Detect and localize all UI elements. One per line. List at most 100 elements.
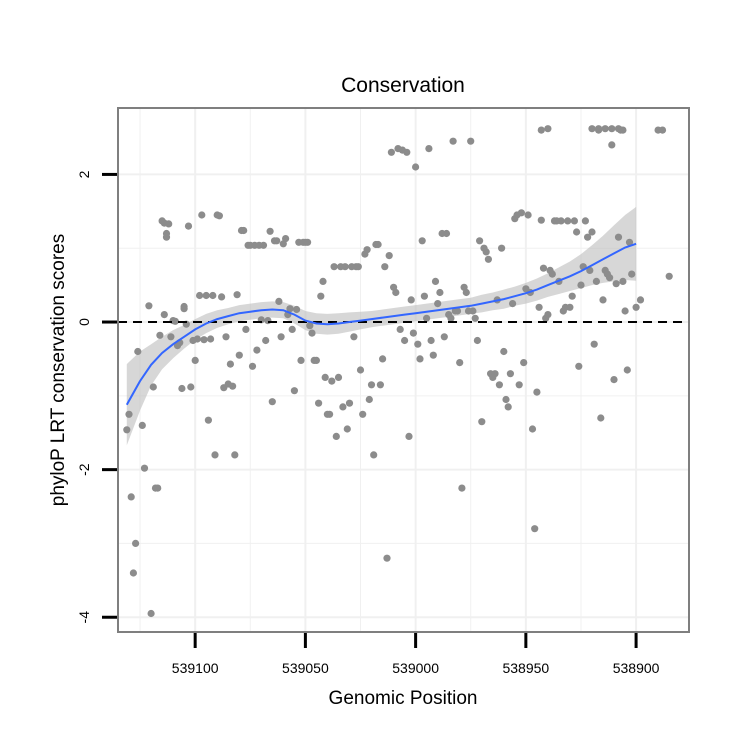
data-point xyxy=(242,325,250,333)
data-point xyxy=(482,248,490,256)
data-point xyxy=(356,366,365,374)
data-point xyxy=(167,333,175,341)
data-point xyxy=(484,255,492,263)
data-point xyxy=(458,484,466,492)
data-point xyxy=(581,217,590,225)
data-point xyxy=(508,300,517,308)
data-point xyxy=(264,317,272,325)
smooth-trend-line xyxy=(125,242,637,406)
data-point xyxy=(537,216,545,224)
data-point xyxy=(506,370,514,378)
data-point xyxy=(423,314,431,322)
data-point xyxy=(312,356,320,364)
data-points xyxy=(123,125,673,618)
data-point xyxy=(341,263,349,271)
data-point xyxy=(326,410,334,418)
data-point xyxy=(476,237,484,245)
data-point xyxy=(262,336,270,345)
data-point xyxy=(632,303,640,311)
data-point xyxy=(570,217,579,225)
data-point xyxy=(317,292,325,300)
data-point xyxy=(619,126,627,134)
data-point xyxy=(544,125,552,133)
data-point xyxy=(147,609,155,618)
data-point xyxy=(129,569,137,577)
data-point xyxy=(491,370,499,378)
data-point xyxy=(286,305,294,313)
data-point xyxy=(207,335,215,343)
data-point xyxy=(204,416,212,424)
data-point xyxy=(420,292,428,300)
data-point xyxy=(568,292,576,300)
data-point xyxy=(376,381,384,389)
data-point xyxy=(537,126,545,134)
data-point xyxy=(623,366,631,374)
data-point xyxy=(608,125,616,133)
data-point xyxy=(288,325,296,333)
data-point xyxy=(577,281,585,289)
data-point xyxy=(334,373,343,381)
y-tick-label: 0 xyxy=(76,318,92,326)
data-point xyxy=(319,277,327,285)
data-point xyxy=(211,451,219,459)
data-point xyxy=(290,387,298,395)
data-point xyxy=(606,274,614,282)
data-point xyxy=(590,340,598,348)
data-point xyxy=(608,141,616,149)
data-point xyxy=(304,238,312,246)
data-point xyxy=(381,263,389,271)
data-point xyxy=(601,125,609,133)
data-point xyxy=(575,362,583,370)
data-point xyxy=(178,384,186,393)
data-point xyxy=(588,228,596,236)
data-point xyxy=(365,395,373,404)
data-point xyxy=(625,238,634,246)
data-point xyxy=(612,280,620,288)
data-point xyxy=(162,229,171,238)
x-axis-label: Genomic Position xyxy=(329,688,478,709)
data-point xyxy=(359,410,367,418)
data-point xyxy=(533,388,541,396)
data-point xyxy=(665,272,673,280)
data-point xyxy=(343,425,351,433)
data-point xyxy=(200,336,208,344)
data-point xyxy=(235,351,243,359)
data-point xyxy=(321,373,329,381)
data-point xyxy=(498,244,506,252)
data-point xyxy=(268,398,276,406)
data-point xyxy=(531,525,539,533)
data-point xyxy=(248,362,257,370)
data-point xyxy=(628,270,636,278)
data-point xyxy=(332,432,340,440)
data-point xyxy=(442,229,451,238)
data-point xyxy=(535,303,543,311)
data-point xyxy=(354,263,362,271)
data-point xyxy=(231,451,239,459)
data-point xyxy=(240,226,248,235)
data-point xyxy=(215,212,223,220)
data-point xyxy=(614,233,623,241)
data-point xyxy=(297,356,305,364)
data-point xyxy=(187,383,195,391)
data-point xyxy=(328,377,336,385)
data-point xyxy=(599,296,607,304)
data-point xyxy=(184,222,193,230)
data-point xyxy=(134,347,142,356)
data-point xyxy=(266,227,274,235)
data-point xyxy=(592,277,601,285)
y-tick-label: 2 xyxy=(76,170,92,178)
data-point xyxy=(436,288,444,297)
x-tick-label: 539050 xyxy=(282,660,329,676)
data-point xyxy=(218,293,226,301)
x-tick-label: 539000 xyxy=(392,660,439,676)
data-point xyxy=(387,148,395,156)
data-point xyxy=(471,314,479,322)
y-tick-label: -4 xyxy=(76,611,92,624)
data-point xyxy=(528,425,537,433)
data-point xyxy=(449,137,457,145)
data-point xyxy=(253,346,261,354)
data-point xyxy=(586,266,594,274)
data-point xyxy=(544,311,552,319)
